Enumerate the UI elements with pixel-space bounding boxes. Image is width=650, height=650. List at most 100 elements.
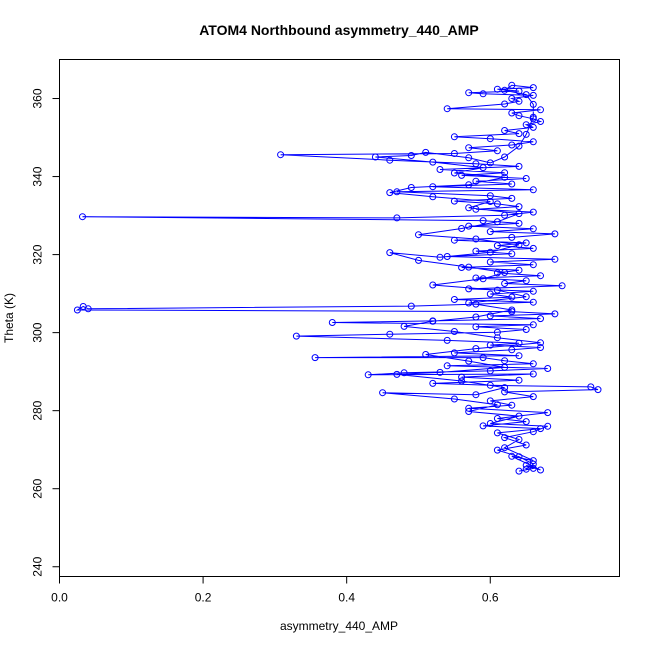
x-tick-label: 0.0	[51, 591, 68, 605]
data-point	[529, 370, 537, 378]
data-point	[515, 352, 523, 360]
data-point	[493, 269, 501, 277]
data-point	[292, 332, 300, 340]
data-point	[465, 222, 473, 230]
data-point	[529, 244, 537, 252]
data-point	[515, 142, 523, 150]
data-point	[400, 322, 408, 330]
data-point	[515, 219, 523, 227]
y-tick-label: 360	[31, 88, 45, 108]
data-point	[328, 319, 336, 326]
data-point	[515, 241, 523, 249]
data-point	[501, 363, 509, 371]
data-point	[501, 434, 509, 442]
data-point	[393, 370, 401, 378]
data-point	[529, 91, 537, 99]
data-point	[486, 290, 494, 298]
data-point	[407, 184, 415, 191]
data-point	[508, 81, 516, 89]
data-point	[486, 381, 494, 389]
data-point	[486, 248, 494, 256]
data-point	[529, 457, 537, 465]
data-point	[529, 113, 537, 121]
data-point	[493, 218, 501, 226]
data-point	[522, 239, 530, 247]
data-point	[486, 135, 494, 143]
data-point	[501, 388, 509, 396]
data-point	[501, 211, 509, 219]
data-point	[479, 275, 487, 283]
data-point	[493, 85, 501, 93]
data-point	[515, 162, 523, 170]
data-point	[443, 253, 451, 260]
data-point	[529, 208, 537, 216]
data-point	[501, 357, 509, 365]
data-point	[450, 197, 458, 205]
data-point	[501, 173, 509, 181]
data-point	[529, 123, 537, 131]
data-point	[522, 121, 530, 129]
data-point	[450, 349, 458, 357]
y-axis-label: Theta (K)	[2, 293, 16, 343]
data-point	[443, 336, 451, 344]
data-point	[529, 261, 537, 269]
data-point	[515, 203, 523, 211]
data-point	[436, 166, 444, 173]
data-point	[472, 323, 480, 331]
data-point	[386, 189, 394, 197]
y-tick-label: 340	[31, 166, 45, 186]
data-point	[311, 354, 319, 362]
data-point	[515, 266, 523, 274]
data-point	[522, 441, 530, 449]
data-point	[472, 177, 480, 185]
data-point	[508, 109, 516, 117]
data-point	[522, 465, 530, 473]
data-point	[486, 228, 494, 236]
data-point	[393, 214, 401, 222]
data-point	[486, 397, 494, 405]
data-point	[522, 277, 530, 285]
data-point	[429, 158, 437, 166]
data-point	[501, 86, 509, 94]
plot-frame	[59, 59, 620, 577]
data-point	[465, 89, 473, 97]
data-point	[493, 200, 501, 208]
data-point	[508, 401, 516, 409]
data-point	[472, 160, 480, 168]
data-point	[472, 345, 480, 353]
data-point	[508, 194, 516, 202]
data-point	[551, 255, 559, 263]
data-point	[493, 286, 501, 294]
data-point	[508, 95, 516, 102]
data-point	[472, 300, 480, 308]
data-point	[508, 233, 516, 241]
data-point	[486, 367, 494, 375]
data-point	[529, 84, 537, 92]
data-point	[472, 205, 480, 213]
data-point	[493, 429, 501, 437]
data-point	[443, 362, 451, 370]
data-point	[386, 249, 394, 257]
data-point	[544, 365, 552, 372]
data-point	[486, 420, 494, 427]
data-point	[465, 285, 473, 293]
data-point	[522, 418, 530, 426]
y-tick-label: 320	[31, 244, 45, 264]
data-point	[501, 127, 509, 134]
data-point	[486, 312, 494, 320]
data-point	[386, 156, 394, 164]
data-point	[393, 188, 401, 196]
data-layer	[73, 81, 602, 475]
data-point	[465, 357, 473, 365]
data-point	[429, 183, 437, 191]
data-point	[79, 213, 86, 221]
data-point	[508, 346, 516, 354]
data-point	[501, 169, 509, 177]
data-point	[515, 339, 523, 347]
y-tick-label: 240	[31, 556, 45, 576]
data-point	[529, 138, 537, 146]
data-point	[465, 404, 473, 412]
data-point	[429, 379, 437, 387]
data-point	[522, 130, 530, 138]
